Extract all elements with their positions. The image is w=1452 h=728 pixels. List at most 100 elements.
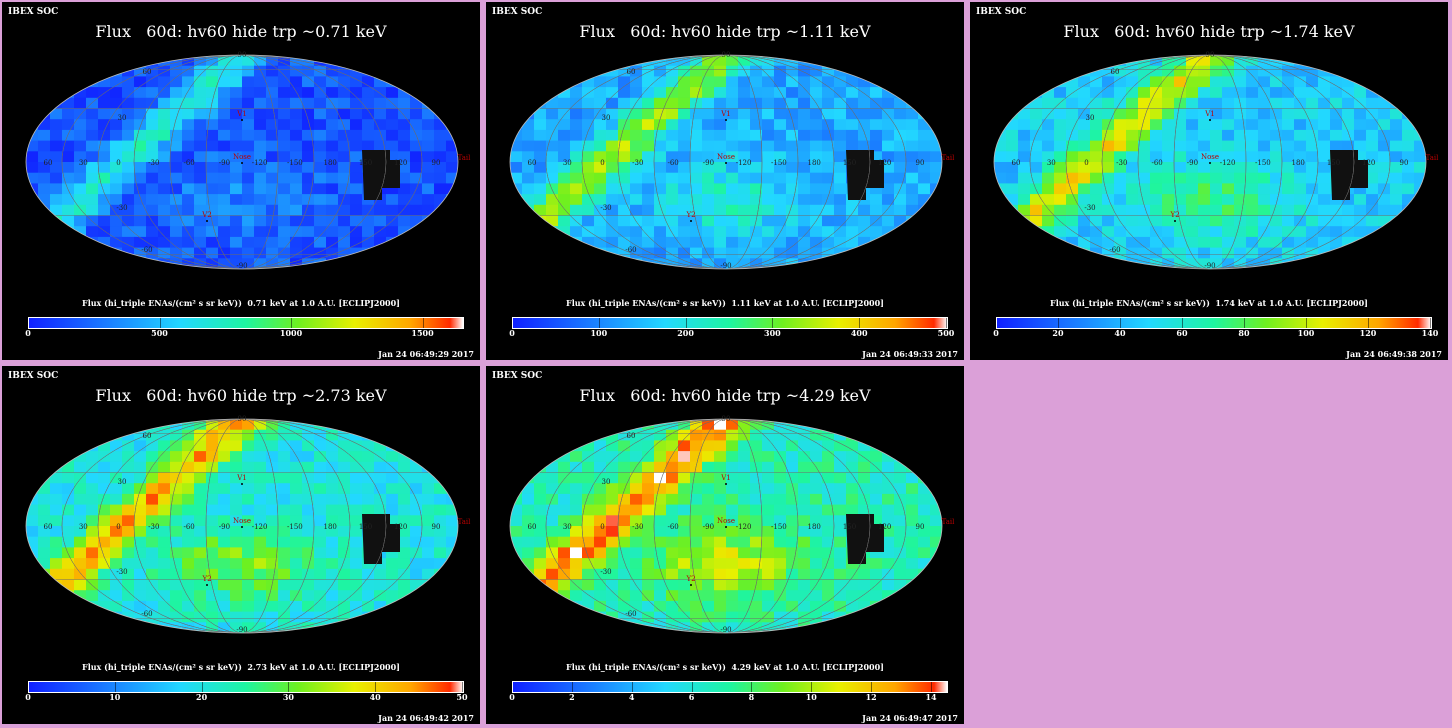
latitude-label: 30 xyxy=(1086,114,1095,122)
tail-marker-dot xyxy=(463,163,465,165)
colorbar-tick-label: 60 xyxy=(1176,328,1188,338)
longitude-label: 180 xyxy=(808,523,821,531)
v2-marker: Y2 xyxy=(201,575,211,583)
longitude-label: 30 xyxy=(1047,159,1056,167)
colorbar-tick-label: 500 xyxy=(151,328,168,338)
colorbar xyxy=(512,317,948,329)
latitude-label: 60 xyxy=(627,432,636,440)
longitude-label: -120 xyxy=(252,523,268,531)
longitude-label: 30 xyxy=(79,159,88,167)
colorbar-title: Flux (hi_triple ENAs/(cm² s sr keV)) 2.7… xyxy=(82,662,400,672)
longitude-label: -150 xyxy=(287,523,303,531)
colorbar-tick-label: 300 xyxy=(764,328,781,338)
sky-map: 60 30 0 -30 -60 -90 -120 -150 180 150 120 90 60 30 -30… xyxy=(509,415,955,634)
colorbar-tick-mark xyxy=(571,682,573,692)
graticule xyxy=(510,55,942,269)
longitude-label: -30 xyxy=(148,523,159,531)
longitude-label: 0 xyxy=(1084,159,1088,167)
colorbar-tick-label: 0 xyxy=(993,328,999,338)
nose-marker: Nose xyxy=(717,517,735,525)
v1-marker: V1 xyxy=(720,110,731,118)
colorbar-tick-mark xyxy=(462,682,463,692)
longitude-label: 60 xyxy=(528,159,537,167)
longitude-label: -150 xyxy=(771,523,787,531)
corner-label: IBEX SOC xyxy=(492,371,543,381)
longitude-label: 60 xyxy=(44,159,53,167)
colorbar-tick-mark xyxy=(1058,318,1059,328)
nose-marker: Nose xyxy=(233,153,251,161)
colorbar-tick-mark xyxy=(946,318,947,328)
nose-marker: Nose xyxy=(1201,153,1219,161)
colorbar-tick-label: 8 xyxy=(748,692,755,702)
sky-map: 60 30 0 -30 -60 -90 -120 -150 180 150 120 90 60 30 -30… xyxy=(993,51,1439,270)
v2-marker-dot xyxy=(690,584,692,586)
map-title: Flux 60d: hv60 hide trp ~1.11 keV xyxy=(579,22,871,41)
latitude-label: 30 xyxy=(602,114,611,122)
longitude-label: -120 xyxy=(736,159,752,167)
colorbar-tick-mark xyxy=(859,318,861,328)
longitude-label: -150 xyxy=(1255,159,1271,167)
longitude-label: 0 xyxy=(116,159,120,167)
longitude-label: 120 xyxy=(878,523,891,531)
latitude-label: -90 xyxy=(236,262,247,270)
colorbar-tick-label: 14 xyxy=(925,692,937,702)
longitude-label: 150 xyxy=(843,159,856,167)
longitude-label: 180 xyxy=(324,523,337,531)
map-title: Flux 60d: hv60 hide trp ~4.29 keV xyxy=(579,386,871,405)
longitude-label: -30 xyxy=(1116,159,1127,167)
colorbar-tick-mark xyxy=(375,682,377,692)
no-data-region xyxy=(846,514,884,564)
map-title: Flux 60d: hv60 hide trp ~1.74 keV xyxy=(1063,22,1355,41)
nose-marker-dot xyxy=(241,526,243,528)
corner-label: IBEX SOC xyxy=(8,371,59,381)
tail-marker-dot xyxy=(463,527,465,529)
longitude-label: 90 xyxy=(432,159,441,167)
latitude-label: -60 xyxy=(625,246,636,254)
colorbar-tick-mark xyxy=(1430,318,1431,328)
colorbar-tick-mark xyxy=(201,682,203,692)
longitude-label: -120 xyxy=(1220,159,1236,167)
colorbar-tick-label: 0 xyxy=(25,692,31,702)
colorbar-tick-label: 100 xyxy=(1297,328,1315,338)
longitude-label: -90 xyxy=(703,523,714,531)
colorbar-tick-label: 4 xyxy=(628,692,635,702)
longitude-label: 150 xyxy=(359,159,372,167)
panel-5: IBEX SOC Flux 60d: hv60 hide trp ~4.29 k… xyxy=(486,366,964,724)
longitude-label: 180 xyxy=(1292,159,1305,167)
latitude-label: 60 xyxy=(143,432,152,440)
longitude-label: 150 xyxy=(843,523,856,531)
nose-marker: Nose xyxy=(717,153,735,161)
colorbar-tick-mark xyxy=(114,682,116,692)
longitude-label: -60 xyxy=(183,523,194,531)
v1-marker: V1 xyxy=(720,474,731,482)
colorbar-tick-label: 0 xyxy=(25,328,31,338)
colorbar-tick-mark xyxy=(931,682,933,692)
colorbar xyxy=(28,681,464,693)
map-outline xyxy=(25,418,459,634)
longitude-label: 0 xyxy=(600,523,604,531)
longitude-label: 60 xyxy=(528,523,537,531)
longitude-label: 120 xyxy=(1362,159,1375,167)
v1-marker-dot xyxy=(1209,119,1211,121)
colorbar-tick-mark xyxy=(1182,318,1183,328)
longitude-label: -90 xyxy=(219,523,230,531)
colorbar-tick-mark xyxy=(159,318,161,328)
colorbar-tick-label: 0 xyxy=(509,328,515,338)
v2-marker: Y2 xyxy=(685,575,695,583)
graticule xyxy=(26,419,458,633)
corner-label: IBEX SOC xyxy=(492,7,543,17)
longitude-label: -60 xyxy=(667,523,678,531)
latitude-label: 90 xyxy=(722,415,731,423)
timestamp: Jan 24 06:49:33 2017 xyxy=(862,349,958,359)
no-data-region xyxy=(362,514,400,564)
latitude-label: 60 xyxy=(143,68,152,76)
colorbar-tick-mark xyxy=(1306,318,1307,328)
latitude-label: 60 xyxy=(627,68,636,76)
colorbar-tick-label: 0 xyxy=(509,692,515,702)
colorbar-tick-mark xyxy=(1120,318,1121,328)
v2-marker: V2 xyxy=(201,211,212,219)
map-outline xyxy=(993,54,1427,270)
tail-marker: Tail xyxy=(458,154,472,162)
colorbar-tick-label: 2 xyxy=(569,692,575,702)
longitude-label: 90 xyxy=(916,523,925,531)
